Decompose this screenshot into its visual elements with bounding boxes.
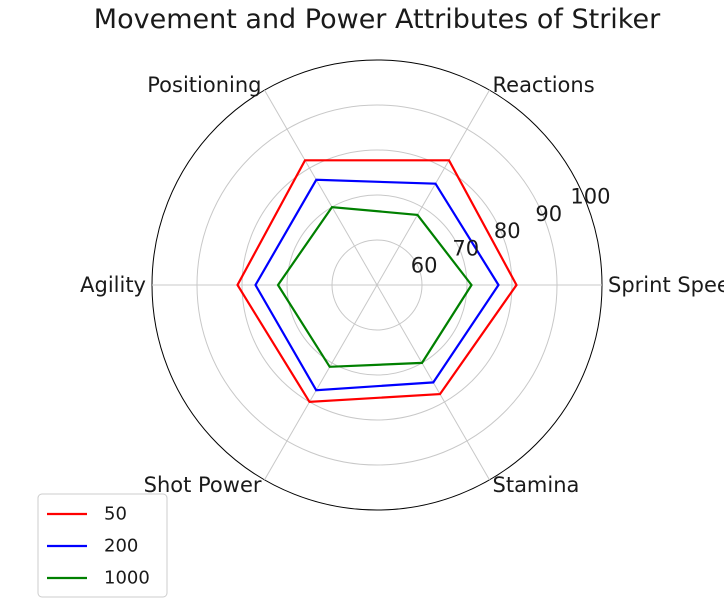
legend-frame: [37, 493, 168, 598]
axis-label: Stamina: [493, 473, 580, 497]
legend-label: 1000: [104, 568, 150, 589]
radial-tick-label: 80: [494, 219, 521, 243]
radial-tick-label: 70: [452, 236, 479, 260]
axis-labels: Sprint Speed Reactions Positioning Agility S…: [80, 73, 724, 497]
radial-tick-label: 100: [570, 185, 610, 209]
axis-label: Shot Power: [144, 473, 262, 497]
axis-label: Reactions: [493, 73, 595, 97]
axis-label: Positioning: [147, 73, 261, 97]
grid-spoke: [264, 89, 378, 286]
grid-spoke: [376, 89, 490, 286]
radial-tick-labels: 60 70 80 90 100: [411, 185, 611, 278]
series-line-0: [236, 159, 518, 404]
grid-spoke: [264, 284, 378, 481]
axis-label: Agility: [80, 273, 146, 297]
series-line-1: [254, 178, 500, 392]
legend: 50 200 1000: [37, 493, 168, 598]
chart-title: Movement and Power Attributes of Striker: [94, 4, 661, 35]
legend-label: 50: [104, 504, 127, 525]
radar-grid: [151, 59, 603, 511]
radar-series: [236, 159, 518, 404]
axis-label: Sprint Speed: [608, 273, 724, 297]
radial-tick-label: 90: [535, 202, 562, 226]
legend-label: 200: [104, 536, 138, 557]
radial-tick-label: 60: [411, 254, 438, 278]
series-line-2: [276, 205, 473, 368]
